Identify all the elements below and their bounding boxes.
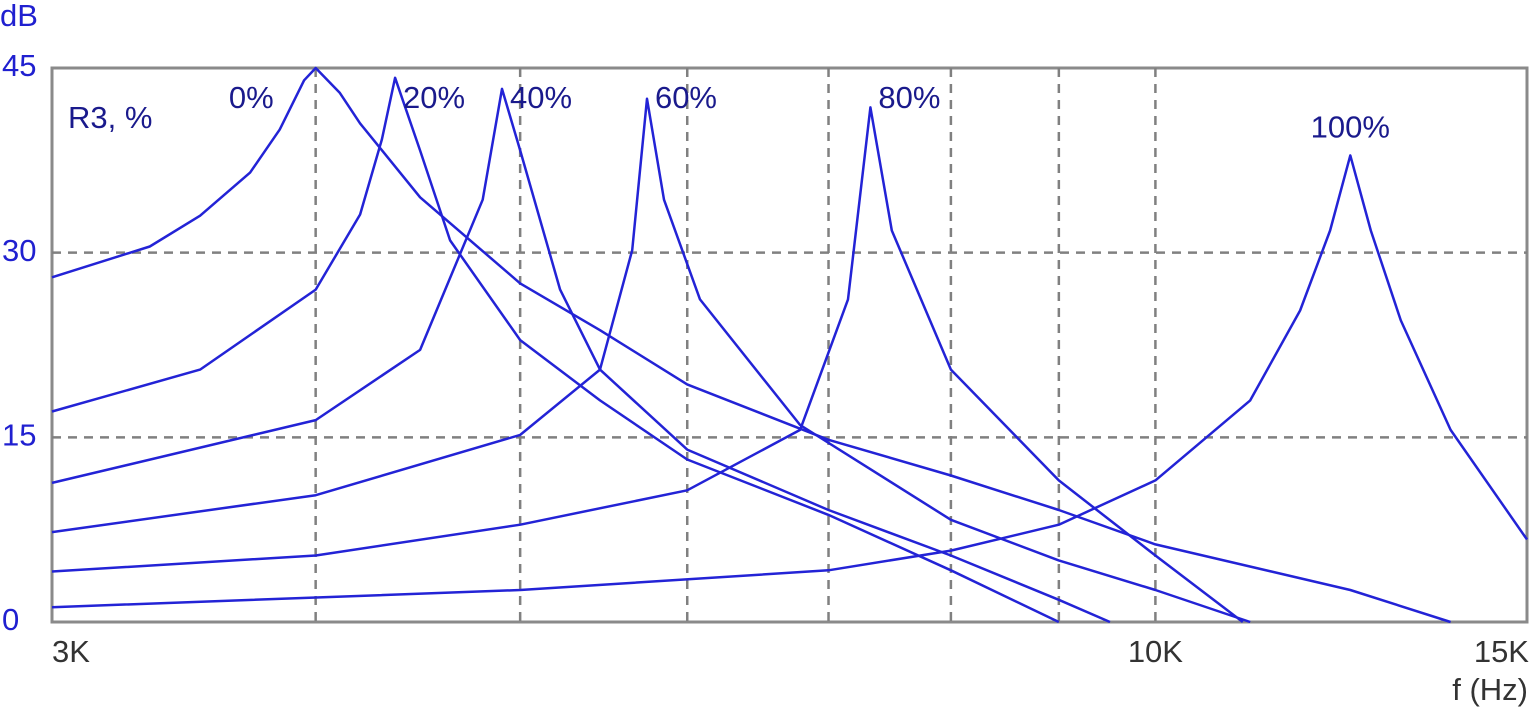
series-line	[51, 66, 1451, 624]
y-tick-label: 0	[2, 602, 19, 637]
series-line	[51, 97, 1251, 624]
series-line	[51, 76, 1060, 624]
x-tick-label: 3K	[52, 634, 90, 669]
series-line	[51, 154, 1529, 609]
x-tick-label: 10K	[1128, 634, 1183, 669]
y-axis-label: dB	[0, 0, 38, 33]
x-tick-label: 15K	[1474, 634, 1529, 669]
series-label: 20%	[403, 80, 465, 115]
series-label: 60%	[655, 80, 717, 115]
series-line	[51, 106, 1244, 623]
plot-frame	[50, 66, 1529, 624]
series-label: 40%	[510, 80, 572, 115]
series-label: 80%	[878, 80, 940, 115]
x-axis-label: f (Hz)	[1452, 672, 1528, 707]
annotation: R3, %	[68, 100, 152, 135]
series-line	[51, 87, 1111, 624]
series-label: 100%	[1311, 110, 1390, 145]
y-tick-label: 30	[2, 233, 36, 268]
y-tick-label: 45	[2, 48, 36, 83]
y-tick-label: 15	[2, 418, 36, 453]
series-label: 0%	[229, 80, 274, 115]
